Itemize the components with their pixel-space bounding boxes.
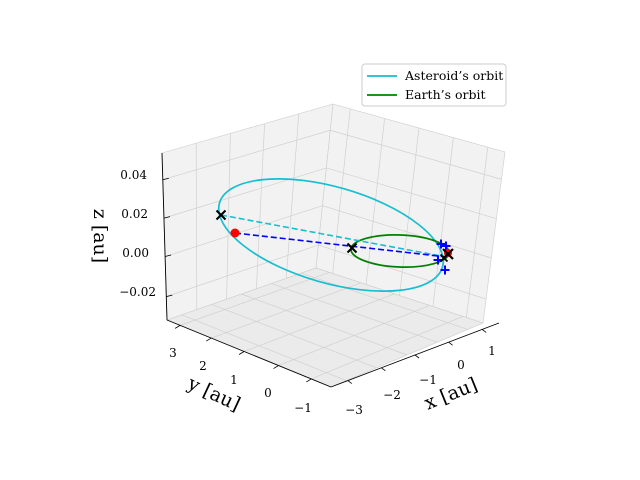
grid-line bbox=[163, 167, 327, 219]
grid-line bbox=[241, 293, 408, 356]
x-tick-label: 0 bbox=[457, 358, 465, 372]
y-tick-label: 0 bbox=[264, 386, 272, 400]
grid-line bbox=[332, 108, 351, 274]
legend-label-asteroid: Asteroid’s orbit bbox=[404, 68, 503, 83]
plus-marker bbox=[440, 265, 450, 275]
tick-mark bbox=[162, 177, 169, 181]
asteroid-transfer-dashed-line bbox=[220, 214, 442, 257]
z-tick-label: 0.04 bbox=[120, 168, 147, 182]
grid-line bbox=[166, 244, 319, 297]
z-axis-label: z [au] bbox=[89, 209, 111, 263]
y-tick-label: −1 bbox=[294, 401, 312, 415]
tick-mark bbox=[206, 337, 212, 342]
tick-mark bbox=[414, 354, 420, 359]
grid-line bbox=[465, 147, 489, 318]
plus-marker bbox=[436, 239, 446, 249]
y-tick-label: 3 bbox=[169, 346, 177, 360]
cross-marker bbox=[439, 253, 449, 263]
tick-mark bbox=[381, 367, 386, 372]
grid-line bbox=[181, 314, 347, 381]
asteroid-orbit-line bbox=[217, 178, 445, 292]
legend: Asteroid’s orbit Earth’s orbit bbox=[361, 63, 507, 107]
grid-line bbox=[162, 129, 331, 181]
legend-label-earth: Earth’s orbit bbox=[405, 87, 486, 102]
x-tick-label: −3 bbox=[345, 403, 363, 417]
cross-marker-stroke bbox=[215, 209, 227, 221]
grid-line bbox=[271, 283, 438, 343]
grid-line bbox=[365, 118, 385, 285]
y-tick-label: 1 bbox=[230, 373, 238, 387]
legend-box bbox=[361, 63, 507, 107]
cross-marker-stroke bbox=[346, 242, 358, 254]
tick-mark bbox=[273, 365, 279, 369]
x-tick-label: −1 bbox=[419, 373, 437, 387]
y-tick-label: 2 bbox=[199, 359, 207, 373]
z-tick-label: 0.02 bbox=[121, 207, 148, 221]
x-tick-label: 1 bbox=[488, 344, 496, 358]
grid-line bbox=[195, 143, 198, 310]
tick-mark bbox=[448, 341, 453, 346]
z-axis-line bbox=[161, 152, 168, 321]
plus-marker bbox=[441, 241, 451, 251]
cross-marker-stroke bbox=[439, 253, 449, 263]
tick-mark bbox=[163, 216, 171, 219]
tick-mark bbox=[238, 351, 245, 355]
grid-line bbox=[432, 137, 454, 307]
grid-line bbox=[285, 113, 300, 279]
tick-mark bbox=[481, 329, 487, 333]
z-tick-label: −0.02 bbox=[119, 285, 156, 299]
x-tick-label: −2 bbox=[383, 388, 401, 402]
tick-marks bbox=[162, 177, 487, 384]
tick-mark bbox=[165, 254, 172, 257]
grid-line bbox=[211, 304, 377, 369]
tick-mark bbox=[347, 380, 353, 384]
red-dot-marker bbox=[230, 228, 240, 238]
markers bbox=[215, 209, 454, 275]
tick-mark bbox=[166, 294, 173, 298]
grid-line bbox=[256, 123, 265, 289]
z-tick-label: 0.00 bbox=[122, 246, 149, 260]
grid-line bbox=[226, 133, 231, 300]
tick-mark bbox=[306, 378, 312, 383]
tick-mark bbox=[174, 325, 181, 329]
y-axis-line bbox=[166, 319, 332, 388]
cross-marker bbox=[346, 242, 358, 254]
cross-marker bbox=[215, 209, 227, 221]
grid-line bbox=[164, 205, 323, 257]
grid-lines bbox=[161, 108, 502, 381]
grid-line bbox=[300, 272, 468, 330]
